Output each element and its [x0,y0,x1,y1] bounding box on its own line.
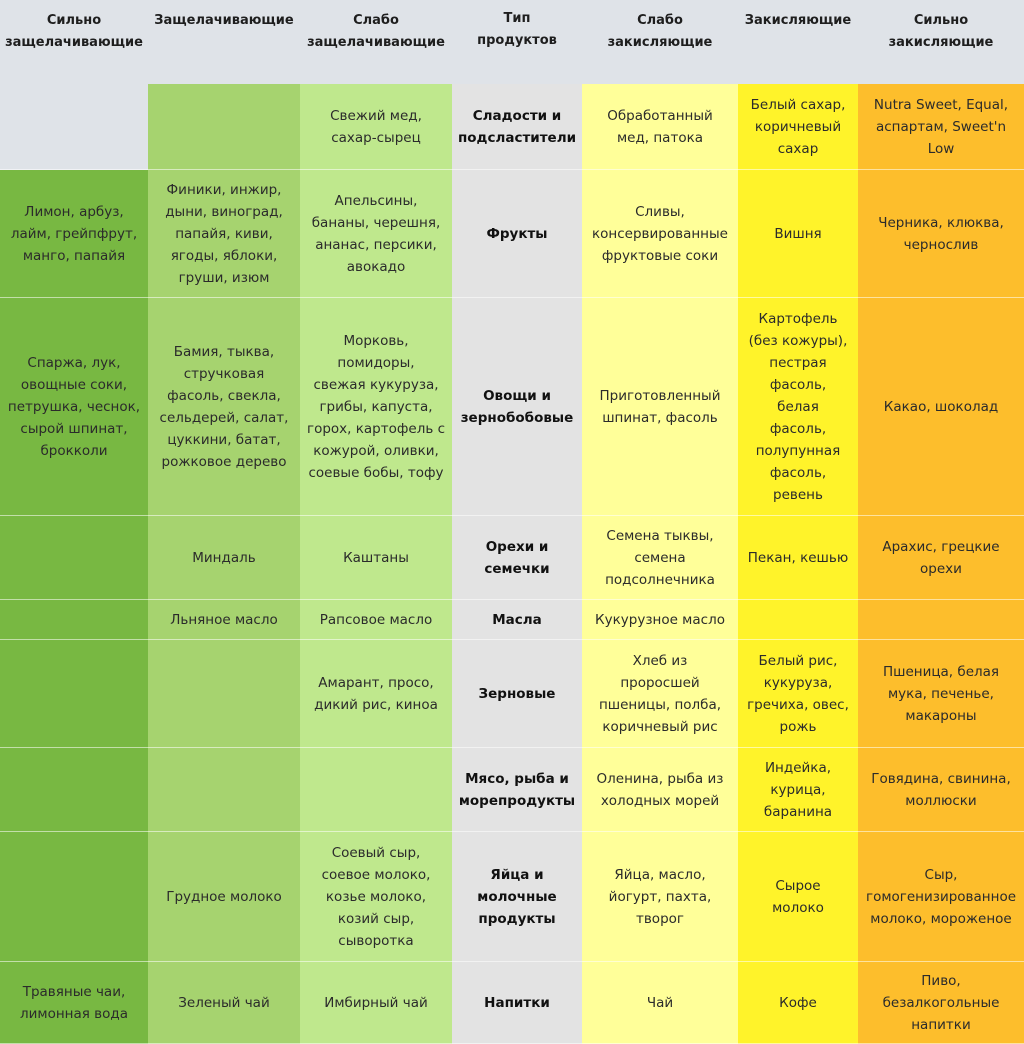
cell-alkalizing: Миндаль [148,516,300,600]
cell-weakly-alkalizing: Амарант, просо, дикий рис, киноа [300,640,452,748]
cell-acidifying: Пекан, кешью [738,516,858,600]
cell-alkalizing [148,748,300,832]
cell-strongly-alkalizing: Спаржа, лук, овощные соки, петрушка, чес… [0,298,148,516]
cell-acidifying: Индейка, курица, баранина [738,748,858,832]
cell-acidifying: Картофель (без кожуры), пестрая фасоль, … [738,298,858,516]
cell-strongly-alkalizing [0,600,148,640]
cell-alkalizing: Льняное масло [148,600,300,640]
cell-weakly-acidifying: Чай [582,962,738,1044]
cell-weakly-acidifying: Приготовленный шпинат, фасоль [582,298,738,516]
product-type-cell: Фрукты [452,170,582,298]
product-type-cell: Зерновые [452,640,582,748]
cell-strongly-alkalizing: Лимон, арбуз, лайм, грейпфрут, манго, па… [0,170,148,298]
cell-weakly-alkalizing: Имбирный чай [300,962,452,1044]
cell-weakly-acidifying: Семена тыквы, семена подсолнечника [582,516,738,600]
cell-strongly-acidifying: Nutra Sweet, Equal, аспартам, Sweet'n Lo… [858,84,1024,170]
cell-strongly-acidifying: Какао, шоколад [858,298,1024,516]
product-type-cell: Мясо, рыба и морепродукты [452,748,582,832]
product-type-cell: Овощи и зернобобовые [452,298,582,516]
header-alkalizing: Защелачивающие [148,0,300,84]
cell-strongly-alkalizing [0,84,148,170]
product-type-cell: Орехи и семечки [452,516,582,600]
cell-alkalizing: Бамия, тыква, стручковая фасоль, свекла,… [148,298,300,516]
cell-strongly-acidifying: Говядина, свинина, моллюски [858,748,1024,832]
cell-weakly-acidifying: Обработанный мед, патока [582,84,738,170]
cell-strongly-acidifying [858,600,1024,640]
header-product-type: Тип продуктов [452,0,582,84]
cell-weakly-acidifying: Оленина, рыба из холодных морей [582,748,738,832]
cell-alkalizing [148,640,300,748]
cell-acidifying: Белый рис, кукуруза, гречиха, овес, рожь [738,640,858,748]
cell-weakly-alkalizing: Апельсины, бананы, черешня, ананас, перс… [300,170,452,298]
header-acidifying: Закисляющие [738,0,858,84]
cell-strongly-acidifying: Пиво, безалкогольные напитки [858,962,1024,1044]
product-type-cell: Сладости и подсластители [452,84,582,170]
header-weakly-alkalizing: Слабо защелачивающие [300,0,452,84]
header-strongly-alkalizing: Сильно защелачивающие [0,0,148,84]
cell-strongly-acidifying: Арахис, грецкие орехи [858,516,1024,600]
header-weakly-acidifying: Слабо закисляющие [582,0,738,84]
product-type-cell: Масла [452,600,582,640]
product-type-cell: Яйца и молочные продукты [452,832,582,962]
cell-alkalizing [148,84,300,170]
cell-alkalizing: Грудное молоко [148,832,300,962]
cell-strongly-acidifying: Пшеница, белая мука, печенье, макароны [858,640,1024,748]
cell-weakly-acidifying: Сливы, консервированные фруктовые соки [582,170,738,298]
cell-strongly-alkalizing [0,640,148,748]
cell-strongly-alkalizing [0,748,148,832]
cell-weakly-alkalizing: Морковь, помидоры, свежая кукуруза, гриб… [300,298,452,516]
cell-weakly-acidifying: Хлеб из проросшей пшеницы, полба, коричн… [582,640,738,748]
product-type-cell: Напитки [452,962,582,1044]
cell-weakly-acidifying: Яйца, масло, йогурт, пахта, творог [582,832,738,962]
cell-weakly-alkalizing: Свежий мед, сахар-сырец [300,84,452,170]
header-strongly-acidifying: Сильно закисляющие [858,0,1024,84]
cell-strongly-acidifying: Черника, клюква, чернослив [858,170,1024,298]
cell-weakly-alkalizing: Каштаны [300,516,452,600]
cell-strongly-acidifying: Сыр, гомогенизированное молоко, морожено… [858,832,1024,962]
cell-acidifying: Белый сахар, коричневый сахар [738,84,858,170]
cell-weakly-alkalizing: Соевый сыр, соевое молоко, козье молоко,… [300,832,452,962]
cell-strongly-alkalizing: Травяные чаи, лимонная вода [0,962,148,1044]
cell-weakly-alkalizing: Рапсовое масло [300,600,452,640]
cell-weakly-acidifying: Кукурузное масло [582,600,738,640]
cell-acidifying: Кофе [738,962,858,1044]
cell-strongly-alkalizing [0,516,148,600]
cell-acidifying: Сырое молоко [738,832,858,962]
cell-acidifying [738,600,858,640]
cell-weakly-alkalizing [300,748,452,832]
cell-alkalizing: Зеленый чай [148,962,300,1044]
cell-alkalizing: Финики, инжир, дыни, виноград, папайя, к… [148,170,300,298]
cell-strongly-alkalizing [0,832,148,962]
cell-acidifying: Вишня [738,170,858,298]
